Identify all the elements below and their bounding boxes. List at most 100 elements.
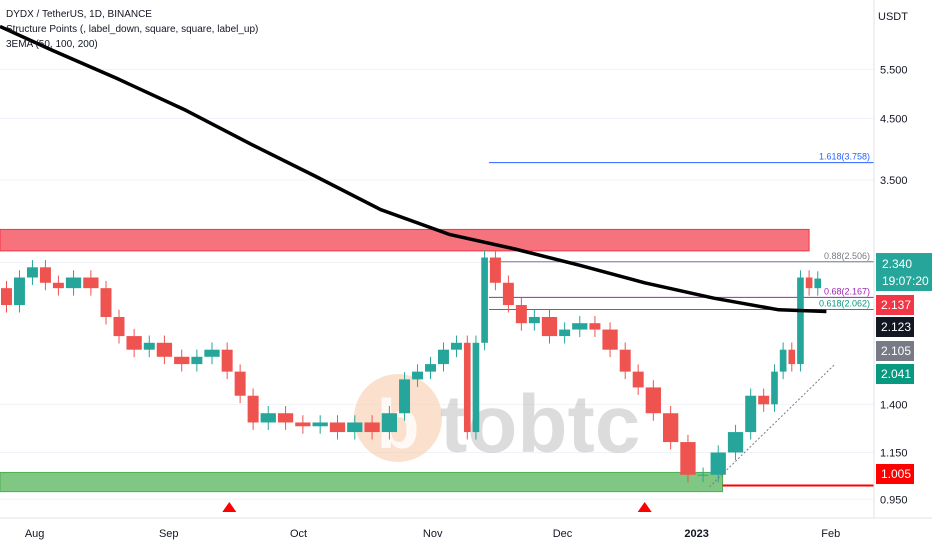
candle-body	[745, 395, 757, 433]
candle-body	[174, 356, 190, 365]
candle-body	[1, 288, 12, 306]
candle-body	[632, 371, 644, 388]
candle-body	[645, 387, 661, 414]
fib-level-label: 1.618(3.758)	[819, 152, 870, 162]
candle-body	[260, 413, 276, 423]
candle-body	[450, 342, 462, 350]
candle-body	[381, 413, 398, 433]
candle-body	[26, 267, 38, 278]
price-badge	[876, 464, 914, 484]
candle-body	[788, 349, 796, 365]
fib-level-label: 0.68(2.167)	[824, 286, 870, 296]
candle-body	[515, 305, 527, 324]
price-badge-value: 2.105	[881, 344, 911, 358]
countdown-timer: 19:07:20	[882, 274, 929, 288]
candle-body	[797, 277, 804, 365]
candle-body	[805, 277, 813, 289]
ema-200	[0, 24, 827, 314]
candle-body	[779, 349, 787, 372]
candle-body	[425, 364, 436, 372]
candle-body	[39, 267, 51, 283]
time-tick-label: Sep	[159, 528, 179, 540]
candle-body	[364, 422, 380, 433]
candle-body	[52, 282, 64, 289]
structure-marker-triangle-icon	[637, 502, 652, 512]
candle-body	[481, 257, 488, 343]
candle-body	[312, 422, 328, 427]
candle-body	[489, 257, 501, 283]
price-badge-value: 2.123	[881, 320, 911, 334]
fib-levels: 1.618(3.758) 0.88(2.506) 0.68(2.167) 0.618(…	[488, 152, 874, 487]
candle-body	[572, 323, 588, 330]
candle-body	[758, 395, 770, 405]
candle-body	[541, 316, 558, 337]
candle-body	[65, 277, 82, 289]
support-zone	[0, 471, 724, 493]
candle-body	[589, 323, 601, 330]
price-badge	[876, 364, 914, 384]
time-tick-label: Aug	[25, 528, 45, 540]
indicator-3ema[interactable]: 3EMA (50, 100, 200)	[6, 39, 98, 50]
candle-body	[502, 282, 514, 306]
resistance-zone	[0, 228, 810, 252]
candles	[1, 250, 822, 483]
candle-body	[662, 413, 679, 443]
price-tick-label: 1.400	[880, 399, 908, 411]
watermark-logo-icon	[354, 374, 442, 462]
candle-body	[113, 316, 125, 337]
candle-body	[329, 422, 346, 433]
last-price-value: 2.340	[882, 257, 912, 271]
time-axis-bg	[0, 518, 932, 550]
indicator-structure-points[interactable]: Structure Points (, label_down, square, …	[6, 24, 259, 35]
price-axis-unit: USDT	[878, 11, 908, 23]
candle-body	[710, 452, 726, 475]
structure-marker-triangle-icon	[222, 502, 237, 512]
candle-body	[680, 442, 696, 475]
candle-body	[727, 432, 744, 453]
candle-body	[347, 422, 363, 433]
time-tick-label: Dec	[553, 528, 573, 540]
ema-200-line	[0, 24, 827, 314]
support-trendline	[709, 363, 836, 488]
candle-body	[143, 342, 155, 350]
time-axis[interactable]: Aug Sep Oct Nov Dec 2023 Feb	[0, 517, 932, 550]
candle-body	[399, 379, 411, 414]
time-tick-label: Oct	[290, 528, 307, 540]
structure-markers	[222, 502, 652, 512]
price-badge-value: 1.005	[881, 467, 911, 481]
price-axis[interactable]: USDT5.5004.5003.5002.5001.4001.1500.9502…	[873, 0, 932, 518]
time-tick-label: Feb	[821, 528, 840, 540]
time-tick-label: 2023	[684, 528, 708, 540]
trendline[interactable]	[709, 363, 836, 488]
price-tick-label: 1.150	[880, 447, 908, 459]
candle-body	[771, 371, 778, 405]
candle-body	[814, 278, 822, 289]
candle-body	[602, 329, 618, 350]
candle-body	[156, 342, 173, 357]
price-tick-label: 5.500	[880, 64, 908, 76]
candle-body	[221, 349, 233, 372]
candle-body	[13, 277, 25, 306]
candle-body	[438, 349, 449, 365]
price-badge-value: 2.137	[881, 298, 911, 312]
price-badge-value: 2.041	[881, 367, 911, 381]
candle-body	[247, 395, 259, 423]
fib-level-label: 0.618(2.062)	[819, 299, 870, 309]
candle-body	[559, 329, 571, 337]
symbol-title[interactable]: DYDX / TetherUS, 1D, BINANCE	[6, 9, 152, 20]
candle-body	[463, 342, 471, 433]
candle-body	[191, 356, 203, 365]
candle-body	[472, 342, 480, 433]
time-tick-label: Nov	[423, 528, 443, 540]
candle-body	[528, 316, 540, 324]
last-price-badge	[876, 253, 932, 291]
price-tick-label: 0.950	[880, 494, 908, 506]
candle-body	[83, 277, 99, 289]
fib-level-label: 0.88(2.506)	[824, 251, 870, 261]
price-tick-label: 3.500	[880, 175, 908, 187]
price-badge	[876, 341, 914, 361]
candle-body	[100, 288, 112, 317]
candle-body	[204, 349, 220, 357]
